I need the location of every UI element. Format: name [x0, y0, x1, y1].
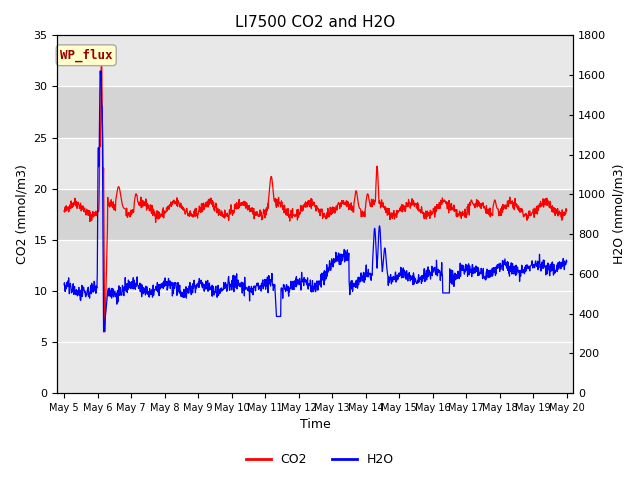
Title: LI7500 CO2 and H2O: LI7500 CO2 and H2O: [236, 15, 396, 30]
Y-axis label: CO2 (mmol/m3): CO2 (mmol/m3): [15, 164, 28, 264]
Bar: [58, 189, 573, 240]
Bar: [58, 86, 573, 138]
Text: WP_flux: WP_flux: [60, 48, 113, 62]
X-axis label: Time: Time: [300, 419, 331, 432]
Y-axis label: H2O (mmol/m3): H2O (mmol/m3): [612, 164, 625, 264]
Legend: CO2, H2O: CO2, H2O: [241, 448, 399, 471]
